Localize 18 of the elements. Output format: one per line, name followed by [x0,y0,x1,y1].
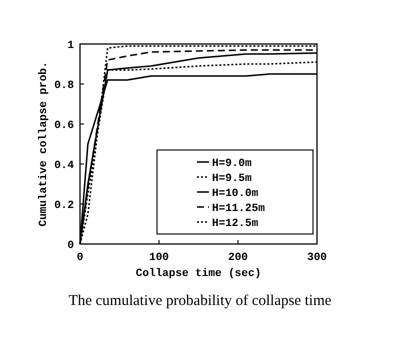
x-tick-label: 200 [228,252,248,264]
legend-label: H=10.0m [212,188,259,200]
x-tick-label: 100 [149,252,169,264]
y-tick-label: 1 [67,40,74,52]
text: The cumulative probability of collapse time [68,293,332,309]
y-tick-label: 0.4 [54,160,74,172]
legend-label: H=11.25m [212,202,266,215]
y-tick-label: 0.2 [54,200,74,212]
y-tick-label: 0 [67,240,74,252]
x-tick-label: 300 [307,252,327,264]
x-axis-title: Collapse time (sec) [136,268,262,280]
y-tick-label: 0.6 [54,120,74,132]
legend-label: H=9.0m [212,158,252,170]
x-tick-label: 0 [76,252,84,264]
y-tick-label: 0.8 [54,80,74,92]
legend-label: H=9.5m [212,172,252,185]
legend-label: H=12.5m [212,218,259,230]
y-axis-title: Cumulative collapse prob. [38,61,50,227]
